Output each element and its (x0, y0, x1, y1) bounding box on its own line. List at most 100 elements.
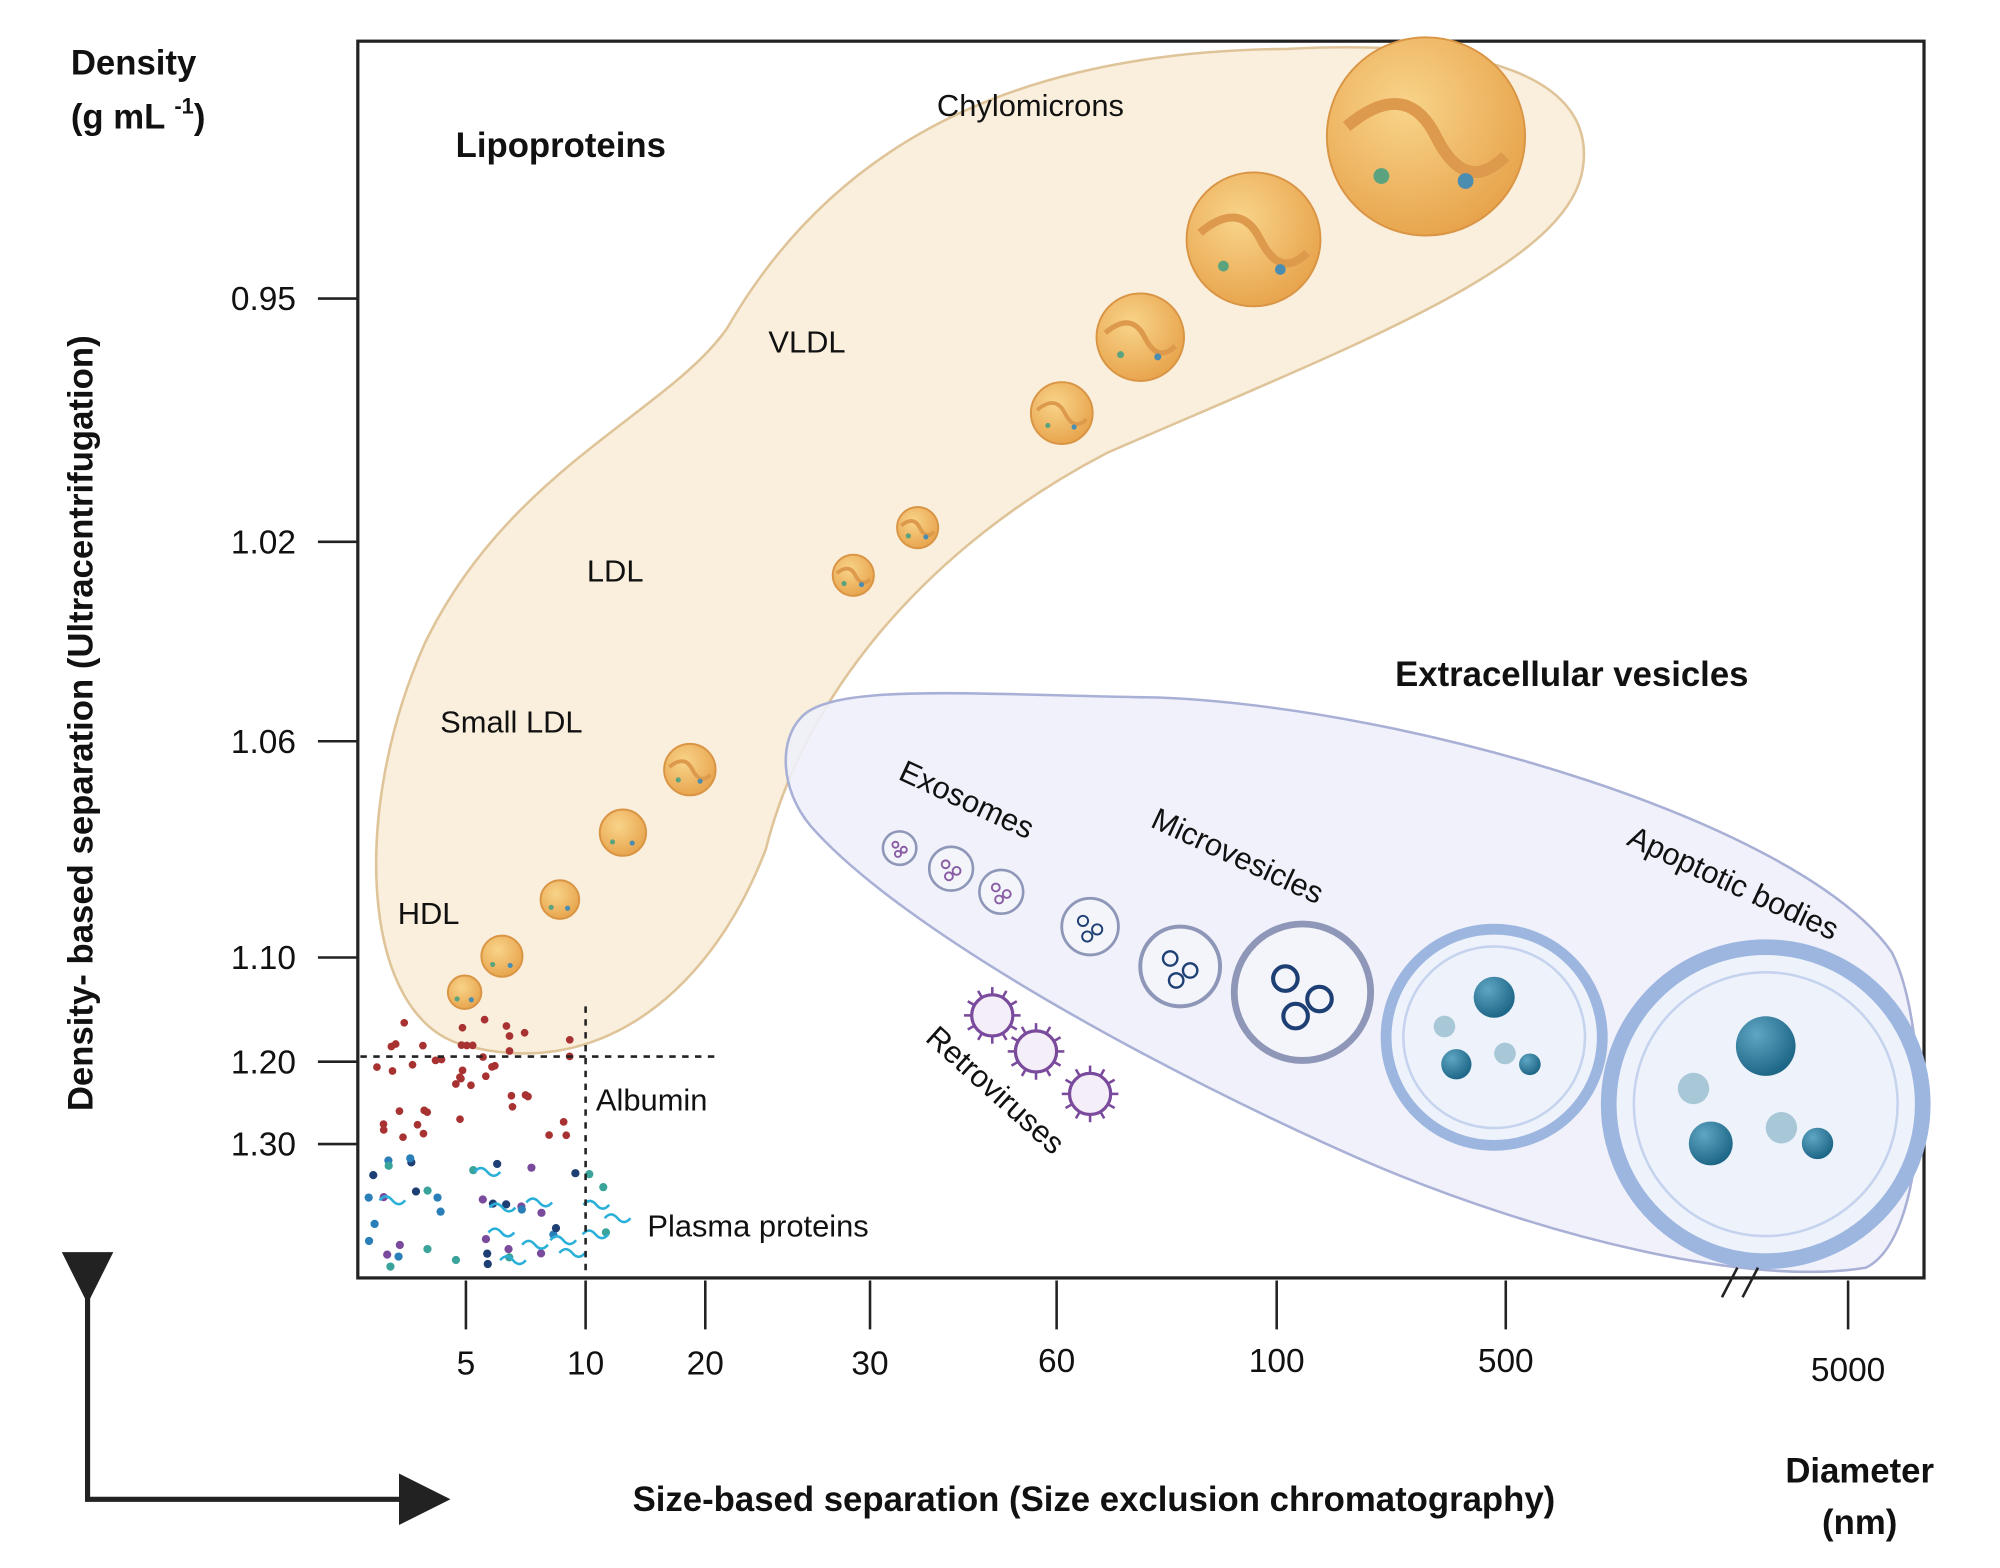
group-title: Extracellular vesicles (1395, 656, 1748, 694)
plasma-protein (364, 1193, 373, 1202)
albumin (400, 1018, 409, 1027)
plasma-protein (521, 1239, 549, 1250)
albumin (458, 1066, 467, 1075)
apolipoprotein (835, 566, 872, 585)
vesicle (1230, 920, 1375, 1064)
plasma-protein (478, 1195, 487, 1204)
lipoprotein (598, 808, 648, 857)
plasma-protein (571, 1169, 580, 1178)
lipoprotein (663, 742, 717, 797)
plasma-protein (411, 1187, 421, 1196)
albumin (451, 1080, 460, 1088)
albumin (481, 1072, 490, 1081)
albumin (521, 1091, 530, 1099)
y-tick-label: 1.30 (231, 1127, 296, 1164)
plasma-protein (364, 1236, 374, 1246)
cargo (994, 894, 1005, 905)
x-tick-label: 10 (567, 1345, 604, 1382)
albumin (467, 1081, 475, 1090)
apoptotic-body (1380, 923, 1608, 1151)
protein-dot (548, 904, 554, 910)
plasma-protein (582, 1199, 611, 1210)
particle-label: Plasma proteins (647, 1209, 868, 1244)
cargo (1076, 914, 1090, 927)
y-tick-label: 0.95 (231, 281, 296, 318)
plasma-protein (423, 1244, 432, 1254)
apolipoprotein (668, 759, 712, 781)
plasma-protein (603, 1213, 632, 1224)
albumin (456, 1115, 464, 1124)
protein-dot (1218, 260, 1229, 272)
cargo (1305, 984, 1334, 1014)
plasma-protein (378, 1195, 407, 1206)
particle-label: VLDL (768, 325, 845, 360)
plasma-protein (384, 1161, 393, 1170)
albumin (562, 1131, 571, 1140)
plasma-protein (483, 1259, 492, 1269)
plasma-protein (549, 1235, 578, 1246)
protein-dot (1154, 353, 1162, 361)
retrovirus (970, 993, 1015, 1038)
cargo-ball (1519, 1053, 1541, 1076)
plasma-protein (504, 1244, 513, 1254)
plasma-protein (537, 1208, 546, 1217)
albumin (419, 1041, 427, 1050)
cargo-ball (1473, 976, 1515, 1018)
protein-dot (841, 580, 847, 587)
protein-dot (1071, 424, 1077, 430)
apolipoprotein (1035, 401, 1088, 427)
x-tick-label: 5 (457, 1345, 476, 1382)
cargo (944, 871, 954, 882)
lipoprotein (1095, 292, 1185, 382)
plasma-protein (451, 1255, 461, 1265)
albumin (420, 1106, 429, 1115)
plasma-protein (383, 1250, 392, 1259)
albumin (545, 1131, 553, 1139)
cargo-ball (1494, 1042, 1516, 1065)
plasma-protein (406, 1154, 415, 1163)
cargo-ball (1433, 1015, 1456, 1038)
vesicle (881, 830, 918, 867)
vesicle (978, 868, 1025, 916)
cargo (1167, 972, 1185, 989)
albumin (391, 1040, 400, 1048)
lipoprotein (480, 934, 524, 978)
y-tick-label: 1.06 (231, 724, 296, 761)
plasma-protein (433, 1193, 442, 1202)
x-tick-label: 30 (851, 1345, 888, 1382)
plasma-protein (483, 1249, 492, 1258)
albumin (502, 1022, 511, 1030)
plasma-protein (527, 1163, 536, 1172)
x-tick-label: 20 (687, 1345, 724, 1382)
y-tick-label: 1.02 (231, 524, 296, 561)
apoptotic-body (1600, 939, 1931, 1270)
vesicle (1060, 896, 1120, 957)
albumin (379, 1120, 388, 1128)
y-tick-label: 1.20 (231, 1044, 296, 1081)
albumin (419, 1129, 428, 1138)
plasma-protein (473, 1166, 502, 1178)
x-tick-label: 60 (1038, 1343, 1075, 1380)
albumin (565, 1035, 574, 1044)
cargo (940, 859, 951, 870)
cargo (990, 882, 1001, 893)
cargo (891, 840, 900, 849)
plasma-protein (370, 1219, 379, 1229)
apolipoprotein (1197, 213, 1310, 268)
axis-arrows (61, 1252, 451, 1526)
cargo-ball (1688, 1121, 1733, 1166)
cargo (1271, 964, 1300, 993)
plasma-protein (481, 1234, 491, 1244)
lipoprotein (1325, 36, 1527, 237)
protein-dot (1045, 422, 1051, 429)
retrovirus (1067, 1071, 1113, 1117)
plot-frame (356, 39, 1926, 1280)
albumin (505, 1032, 514, 1040)
group-title: Lipoproteins (456, 127, 666, 165)
protein-dot (1373, 168, 1390, 184)
cargo-ball (1735, 1016, 1796, 1076)
plasma-protein (536, 1249, 546, 1258)
cargo-ball (1765, 1112, 1798, 1144)
